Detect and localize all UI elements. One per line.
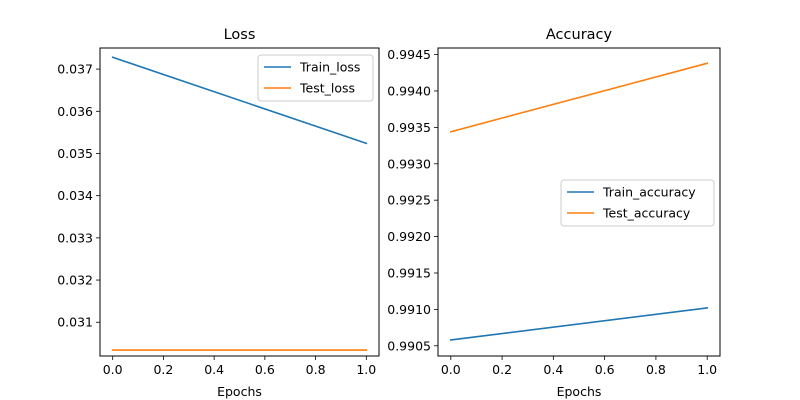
accuracy-legend: Train_accuracy Test_accuracy xyxy=(560,179,715,227)
loss-xtick-label: 0.2 xyxy=(153,362,173,377)
accuracy-ytick-label: 0.9920 xyxy=(387,229,431,244)
accuracy-xtick-label: 0.6 xyxy=(595,362,615,377)
accuracy-ytick-label: 0.9925 xyxy=(387,193,431,208)
loss-panel: Loss 0.0 0.2 0.4 0.6 0.8 1.0 0.031 0.032 0.033 0.0… xyxy=(57,27,380,399)
accuracy-legend-box xyxy=(560,179,715,227)
loss-xtick-label: 1.0 xyxy=(356,362,376,377)
accuracy-axes-frame xyxy=(437,47,721,357)
accuracy-series-test-accuracy xyxy=(449,62,709,133)
loss-xtick-label: 0.4 xyxy=(204,362,224,377)
accuracy-legend-label-train-accuracy: Train_accuracy xyxy=(602,185,696,200)
accuracy-legend-label-test-accuracy: Test_accuracy xyxy=(602,206,691,221)
accuracy-ytick-label: 0.9910 xyxy=(387,302,431,317)
accuracy-ytick-label: 0.9930 xyxy=(387,156,431,171)
accuracy-xtick-label: 0.8 xyxy=(646,362,666,377)
accuracy-ytick-label: 0.9935 xyxy=(387,120,431,135)
loss-xlabel: Epochs xyxy=(217,384,262,399)
loss-axes-frame xyxy=(99,47,380,357)
accuracy-ytick-label: 0.9945 xyxy=(387,47,431,62)
accuracy-xtick-label: 0.2 xyxy=(492,362,512,377)
accuracy-xtick-label: 1.0 xyxy=(697,362,717,377)
accuracy-xtick-label: 0.0 xyxy=(441,362,461,377)
loss-ytick-label: 0.036 xyxy=(57,104,93,119)
loss-series-train-loss xyxy=(111,56,368,145)
accuracy-ytick-label: 0.9940 xyxy=(387,83,431,98)
loss-legend-label-test-loss: Test_loss xyxy=(299,81,355,96)
accuracy-title: Accuracy xyxy=(546,27,613,43)
loss-xtick-label: 0.0 xyxy=(103,362,123,377)
loss-ytick-label: 0.033 xyxy=(57,230,93,245)
accuracy-xlabel: Epochs xyxy=(557,384,602,399)
loss-ytick-label: 0.032 xyxy=(57,273,93,288)
loss-legend: Train_loss Test_loss xyxy=(257,54,374,102)
accuracy-ytick-label: 0.9905 xyxy=(387,338,431,353)
loss-ytick-label: 0.035 xyxy=(57,146,93,161)
accuracy-series-train-accuracy xyxy=(449,307,709,341)
loss-title: Loss xyxy=(224,27,256,43)
accuracy-panel: Accuracy 0.0 0.2 0.4 0.6 0.8 1.0 0.9905 0.9910 0.… xyxy=(387,27,721,399)
accuracy-ytick-label: 0.9915 xyxy=(387,265,431,280)
loss-xtick-label: 0.8 xyxy=(306,362,326,377)
accuracy-xtick-label: 0.4 xyxy=(543,362,563,377)
loss-legend-label-train-loss: Train_loss xyxy=(299,60,360,75)
loss-xtick-label: 0.6 xyxy=(255,362,275,377)
loss-ytick-label: 0.031 xyxy=(57,315,93,330)
loss-ytick-label: 0.037 xyxy=(57,62,93,77)
loss-ytick-label: 0.034 xyxy=(57,188,93,203)
